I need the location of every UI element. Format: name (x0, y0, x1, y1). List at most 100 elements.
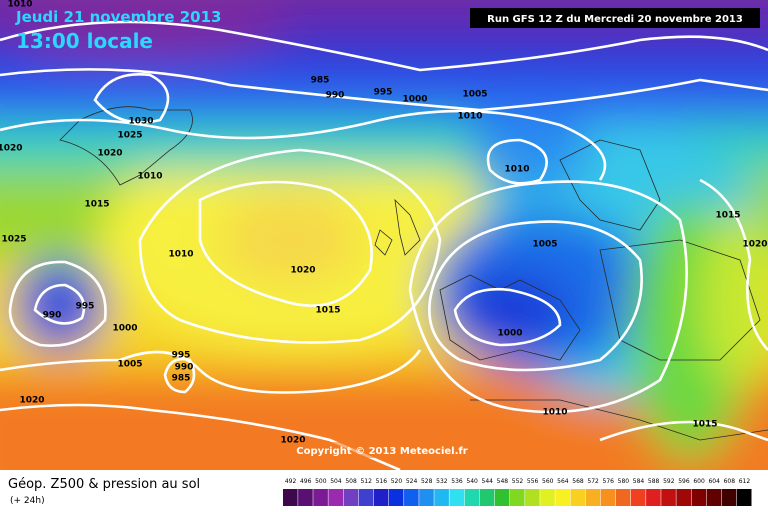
scale-swatch (298, 489, 313, 506)
isobar-label: 1020 (742, 240, 767, 250)
scale-swatch (494, 489, 510, 506)
isobar-label: 1000 (112, 324, 137, 334)
scale-swatch (419, 489, 434, 506)
isobar-label: 1010 (504, 165, 529, 175)
scale-label: 496 (300, 478, 312, 485)
scale-swatch (343, 489, 359, 506)
isobar-label: 1015 (84, 200, 109, 210)
isobar-label: 1025 (1, 235, 26, 245)
isobar-label: 1000 (497, 329, 522, 339)
isobar-label: 985 (172, 374, 191, 384)
isobar-label: 1010 (542, 408, 567, 418)
scale-label: 604 (708, 478, 720, 485)
scale-label: 492 (285, 478, 297, 485)
scale-label: 548 (497, 478, 509, 485)
isobar-label: 1000 (402, 95, 427, 105)
scale-swatch (283, 489, 298, 506)
isobar-label: 1010 (7, 0, 32, 10)
color-scale: 492 496 500 504 508 512 516 520 524 528 532 536 540 5… (283, 478, 752, 506)
scale-label: 512 (360, 478, 372, 485)
scale-label: 524 (406, 478, 418, 485)
isobar-label: 1020 (280, 436, 305, 446)
isobar-label: 1010 (137, 172, 162, 182)
legend-subtitle: (+ 24h) (10, 496, 45, 506)
scale-swatch (404, 489, 419, 506)
forecast-time: 13:00 locale (16, 29, 153, 53)
scale-swatch (600, 489, 616, 506)
scale-label: 508 (345, 478, 357, 485)
scale-swatch (328, 489, 344, 506)
isobar-label: 990 (175, 363, 194, 373)
isobar-label: 1015 (692, 420, 717, 430)
scale-swatch (373, 489, 389, 506)
scale-swatch (676, 489, 691, 506)
scale-label: 568 (572, 478, 584, 485)
scale-label: 600 (693, 478, 705, 485)
scale-swatch (570, 489, 586, 506)
scale-swatch (434, 489, 449, 506)
scale-label: 576 (603, 478, 615, 485)
scale-label: 592 (663, 478, 675, 485)
scale-label: 564 (557, 478, 569, 485)
isobar-label: 1010 (168, 250, 193, 260)
isobar-label: 1005 (462, 90, 487, 100)
scale-label: 500 (315, 478, 327, 485)
scale-label: 544 (482, 478, 494, 485)
scale-swatch (388, 489, 404, 506)
isobar-label: 985 (311, 76, 330, 86)
scale-swatch (525, 489, 540, 506)
scale-swatch (313, 489, 328, 506)
scale-swatch (691, 489, 707, 506)
isobar-label: 995 (172, 351, 191, 361)
scale-swatch (615, 489, 631, 506)
run-box (470, 8, 760, 28)
isobar-label: 1020 (290, 266, 315, 276)
scale-label: 596 (678, 478, 690, 485)
scale-label: 612 (739, 478, 751, 485)
scale-label: 504 (330, 478, 342, 485)
scale-swatch (464, 489, 480, 506)
isobar-label: 995 (76, 302, 95, 312)
isobar-label: 1015 (315, 306, 340, 316)
copyright: Copyright © 2013 Meteociel.fr (296, 446, 467, 457)
scale-swatch (706, 489, 722, 506)
scale-label: 540 (466, 478, 478, 485)
isobar-label: 995 (374, 88, 393, 98)
isobars (0, 20, 768, 470)
isobar-label: 1020 (19, 396, 44, 406)
isobar-label: 1020 (97, 149, 122, 159)
scale-swatch (555, 489, 570, 506)
scale-swatch (449, 489, 465, 506)
scale-swatch (540, 489, 555, 506)
scale-label: 532 (436, 478, 448, 485)
isobar-label: 1010 (457, 112, 482, 122)
scale-swatch (358, 489, 374, 506)
forecast-date: Jeudi 21 novembre 2013 (15, 8, 221, 26)
scale-swatch (585, 489, 601, 506)
scale-label: 584 (633, 478, 645, 485)
scale-swatch (721, 489, 737, 506)
scale-label: 528 (421, 478, 433, 485)
isobar-label: 1005 (532, 240, 557, 250)
scale-swatch (736, 489, 752, 506)
scale-swatch (479, 489, 495, 506)
scale-label: 552 (512, 478, 524, 485)
scale-label: 572 (587, 478, 599, 485)
scale-swatch (646, 489, 661, 506)
scale-swatch (661, 489, 676, 506)
isobar-label: 1025 (117, 131, 142, 141)
isobar-label: 1030 (128, 117, 153, 127)
isobar-label: 990 (43, 311, 62, 321)
scale-label: 556 (527, 478, 539, 485)
coastlines (59, 106, 768, 441)
scale-label: 520 (391, 478, 403, 485)
isobar-label: 1015 (715, 211, 740, 221)
isobar-label: 1020 (0, 144, 23, 154)
run-info: Run GFS 12 Z du Mercredi 20 novembre 201… (487, 14, 743, 25)
scale-label: 588 (648, 478, 660, 485)
scale-swatch (509, 489, 525, 506)
copyright-box (298, 442, 466, 458)
scale-label: 536 (451, 478, 463, 485)
